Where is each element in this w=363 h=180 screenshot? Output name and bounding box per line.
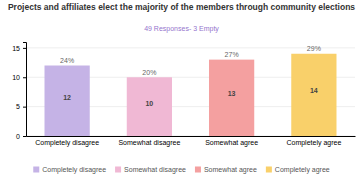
y-tick-label: 0	[16, 133, 20, 140]
grid-line	[26, 47, 355, 48]
legend-item: Completely agree	[266, 166, 330, 174]
y-tick: 0	[16, 133, 26, 140]
bar	[291, 54, 336, 136]
x-axis-line	[27, 136, 356, 137]
x-tick-label: Somewhat disagree	[118, 139, 180, 147]
legend: Completely disagree Somewhat disagree Some…	[33, 166, 330, 174]
percentage-label: 24%	[60, 57, 74, 64]
legend-swatch	[266, 167, 272, 173]
legend-swatch	[33, 167, 39, 173]
legend-label: Somewhat agree	[204, 166, 257, 174]
bars	[45, 54, 337, 136]
y-axis: 0 5 10 15	[12, 43, 26, 140]
legend-label: Completely disagree	[42, 166, 106, 174]
y-tick-mark	[23, 48, 26, 49]
chart-container: Projects and affiliates elect the majori…	[0, 0, 363, 180]
legend-swatch	[115, 167, 121, 173]
y-tick: 15	[12, 45, 26, 52]
x-axis: Completely disagree Somewhat disagree Some…	[27, 136, 356, 147]
x-tick: Completely disagree	[35, 136, 99, 147]
legend-label: Somewhat disagree	[124, 166, 186, 174]
plot-area: 0 5 10 15 Completely disagree Somewhat disagr…	[12, 43, 355, 147]
y-tick-mark	[23, 77, 26, 78]
y-tick-label: 15	[12, 45, 20, 52]
bar	[209, 60, 254, 136]
value-label: 12	[63, 94, 71, 101]
y-tick-mark	[23, 107, 26, 108]
title: Projects and affiliates elect the majori…	[8, 2, 355, 12]
percentage-label: 20%	[142, 69, 156, 76]
y-tick-label: 10	[12, 74, 20, 81]
percentage-label: 27%	[225, 51, 239, 58]
labels: 24% 20% 27% 29% 12 10 13 14	[60, 45, 321, 107]
legend-swatch	[195, 167, 201, 173]
y-tick-label: 5	[16, 103, 20, 110]
legend-item: Somewhat agree	[195, 166, 257, 174]
x-tick: Somewhat agree	[205, 136, 258, 147]
value-label: 13	[228, 90, 236, 97]
y-tick: 10	[12, 74, 26, 81]
value-label: 14	[310, 87, 318, 94]
percentage-label: 29%	[307, 45, 321, 52]
y-tick: 5	[16, 103, 26, 110]
x-tick-label: Completely agree	[286, 139, 341, 147]
x-tick: Completely agree	[286, 136, 341, 147]
legend-label: Completely agree	[275, 166, 330, 174]
value-label: 10	[145, 100, 153, 107]
grid	[26, 48, 355, 136]
y-axis-line	[23, 43, 27, 137]
chart-svg: Projects and affiliates elect the majori…	[0, 0, 363, 180]
subtitle: 49 Responses- 3 Empty	[144, 25, 219, 33]
legend-item: Somewhat disagree	[115, 166, 186, 174]
legend-item: Completely disagree	[33, 166, 106, 174]
x-tick-label: Completely disagree	[35, 139, 99, 147]
y-tick-mark	[23, 136, 26, 137]
x-tick: Somewhat disagree	[118, 136, 180, 147]
x-tick-label: Somewhat agree	[205, 139, 258, 147]
bar	[45, 66, 90, 137]
bar	[127, 77, 172, 136]
